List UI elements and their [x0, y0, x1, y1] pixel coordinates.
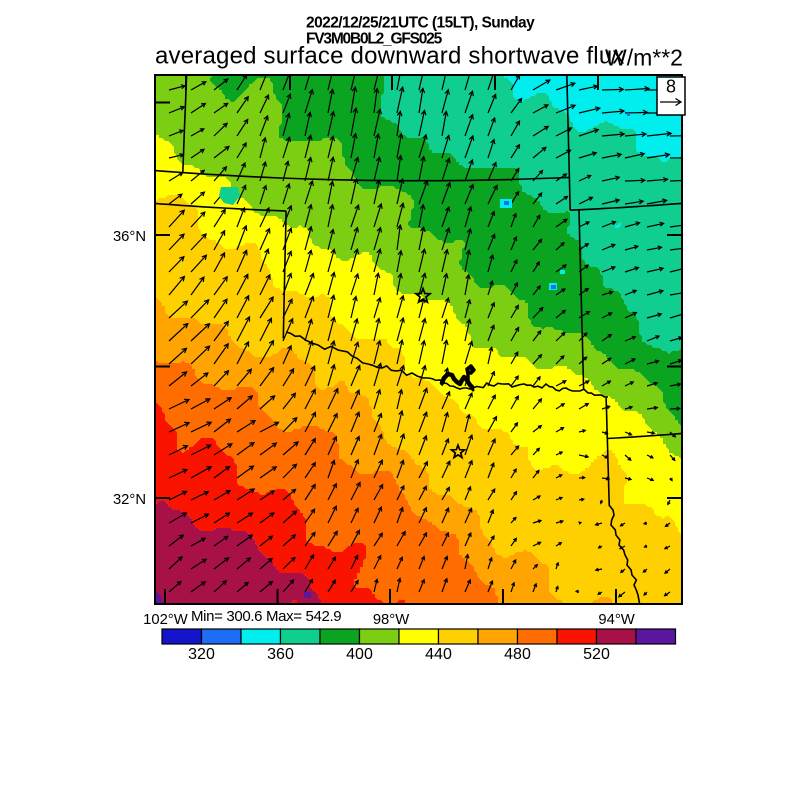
- svg-text:94°W: 94°W: [598, 612, 634, 628]
- svg-text:Min= 300.6 Max= 542.9: Min= 300.6 Max= 542.9: [191, 608, 341, 625]
- svg-text:2022/12/25/21UTC (15LT), Sunda: 2022/12/25/21UTC (15LT), Sunday: [306, 15, 535, 32]
- svg-text:FV3M0B0L2_GFS025: FV3M0B0L2_GFS025: [306, 31, 443, 48]
- svg-text:averaged surface downward shor: averaged surface downward shortwave flux: [155, 43, 625, 70]
- svg-text:440: 440: [425, 646, 452, 663]
- svg-text:8: 8: [666, 77, 676, 97]
- svg-text:32°N: 32°N: [113, 492, 146, 508]
- svg-text:W/m**2: W/m**2: [605, 45, 683, 71]
- svg-text:480: 480: [504, 646, 531, 663]
- svg-text:320: 320: [188, 646, 215, 663]
- svg-text:102°W: 102°W: [143, 612, 188, 628]
- svg-text:98°W: 98°W: [373, 612, 409, 628]
- svg-text:400: 400: [346, 646, 373, 663]
- svg-text:360: 360: [267, 646, 294, 663]
- svg-text:36°N: 36°N: [113, 229, 146, 245]
- svg-text:520: 520: [583, 646, 610, 663]
